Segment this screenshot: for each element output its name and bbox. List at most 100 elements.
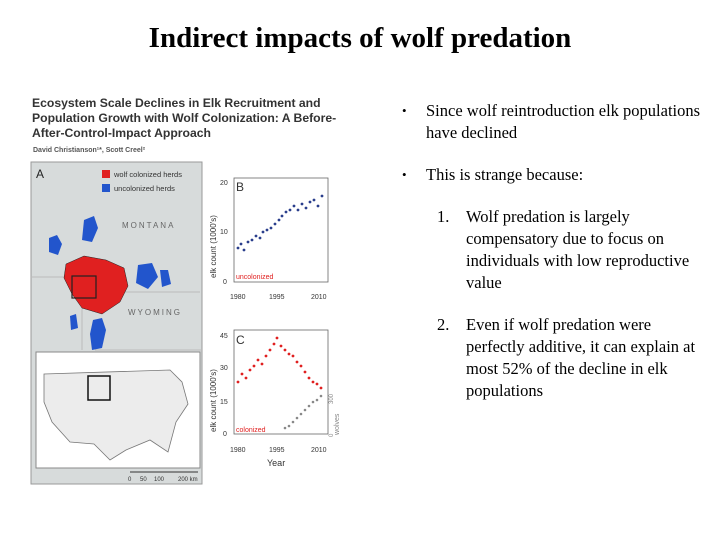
panel-b-xtick: 1980 [230, 294, 246, 301]
panel-b-series-label: uncolonized [236, 274, 273, 281]
data-point [315, 398, 319, 402]
data-point [268, 348, 272, 352]
data-point [246, 240, 250, 244]
scale-tick: 0 [128, 477, 132, 483]
inset-us-map [35, 351, 201, 469]
legend-blue-swatch [102, 184, 110, 192]
panel-b-ytick: 0 [223, 279, 227, 286]
paper-title-line: After-Control-Impact Approach [32, 126, 211, 140]
panel-c-right-label: wolves [334, 413, 341, 436]
state-label-montana: MONTANA [122, 221, 175, 230]
panel-c-xlabel: Year [267, 458, 285, 468]
data-point [244, 376, 248, 380]
data-point [284, 210, 288, 214]
panel-c-elk-points [236, 336, 323, 390]
bullet-dot: • [402, 167, 407, 182]
study-area-box [71, 275, 97, 299]
data-point [295, 360, 299, 364]
paper-title-line: Population Growth with Wolf Colonization… [32, 111, 337, 125]
bullet-dot: • [402, 103, 407, 118]
slide-title: Indirect impacts of wolf predation [148, 22, 572, 54]
item-text: Even if wolf predation were perfectly ad… [466, 315, 696, 400]
panel-c-ytick: 30 [220, 365, 228, 372]
data-point [250, 238, 254, 242]
data-point [319, 394, 323, 398]
legend-blue-label: uncolonized herds [114, 184, 175, 193]
paper-title: Ecosystem Scale Declines in Elk Recruitm… [32, 96, 362, 141]
data-point [291, 354, 295, 358]
herd-area [49, 235, 62, 255]
panel-c-right-tick: 300 [329, 393, 335, 404]
herd-area [136, 263, 158, 289]
data-point [260, 362, 264, 366]
panel-b-ytick: 10 [220, 229, 228, 236]
data-point [269, 226, 273, 230]
herd-area [82, 216, 98, 242]
data-point [239, 242, 243, 246]
herd-area [90, 318, 106, 350]
panel-a-map: A wolf colonized herds uncolonized herds… [30, 161, 203, 485]
numbered-item: 1. Wolf predation is largely compensator… [437, 206, 712, 294]
data-point [275, 336, 279, 340]
data-point [287, 424, 291, 428]
panel-c-wolf-points [283, 394, 323, 430]
panel-c-ytick: 0 [223, 431, 227, 438]
legend-red-swatch [102, 170, 110, 178]
data-point [312, 198, 316, 202]
data-point [240, 372, 244, 376]
numbered-item: 2. Even if wolf predation were perfectly… [437, 314, 712, 402]
data-point [303, 408, 307, 412]
data-point [299, 412, 303, 416]
herd-area [160, 270, 171, 287]
data-point [272, 342, 276, 346]
inset-study-box [87, 375, 111, 401]
panel-c-right-tick: 0 [329, 433, 335, 437]
panel-b-label: B [236, 180, 244, 194]
data-point [287, 352, 291, 356]
state-label-wyoming: WYOMING [128, 308, 182, 317]
data-point [311, 400, 315, 404]
panel-b-ylabel: elk count (1000's) [209, 215, 218, 278]
panel-c-ytick: 15 [220, 399, 228, 406]
panel-b-xtick: 1995 [269, 294, 285, 301]
data-point [308, 200, 312, 204]
data-point [261, 230, 265, 234]
panel-a-label: A [36, 167, 44, 181]
data-point [300, 202, 304, 206]
data-point [265, 228, 269, 232]
paper-title-line: Ecosystem Scale Declines in Elk Recruitm… [32, 96, 321, 110]
bullet-item: • This is strange because: [402, 164, 712, 186]
bullet-text: This is strange because: [426, 165, 584, 184]
panel-c-xtick: 2010 [311, 447, 327, 454]
panel-b-points [236, 194, 324, 252]
us-outline [43, 369, 189, 461]
data-point [288, 208, 292, 212]
data-point [254, 234, 258, 238]
data-point [256, 358, 260, 362]
panel-c-xtick: 1980 [230, 447, 246, 454]
data-point [316, 204, 320, 208]
panel-c-series-label: colonized [236, 427, 266, 434]
scale-bar: 0 50 100 200 km [128, 471, 198, 483]
bullet-text: Since wolf reintroduction elk population… [426, 101, 701, 142]
data-point [273, 222, 277, 226]
data-point [320, 194, 324, 198]
data-point [279, 344, 283, 348]
herd-area [70, 314, 78, 330]
data-point [283, 348, 287, 352]
data-point [252, 364, 256, 368]
item-number: 2. [437, 315, 450, 334]
uncolonized-herd-areas [49, 216, 171, 350]
data-point [307, 404, 311, 408]
data-point [242, 248, 246, 252]
bullet-list: • Since wolf reintroduction elk populati… [402, 100, 712, 422]
bullet-item: • Since wolf reintroduction elk populati… [402, 100, 712, 144]
scale-tick: 100 [154, 477, 165, 483]
data-point [307, 376, 311, 380]
legend-red-label: wolf colonized herds [113, 170, 182, 179]
data-point [292, 204, 296, 208]
data-point [283, 426, 287, 430]
panel-c-chart: C elk count (1000's) 0 15 30 45 wolves 0… [209, 329, 341, 468]
panel-b-chart: B elk count (1000's) 0 10 20 1980 1995 2… [209, 177, 329, 301]
panel-c-label: C [236, 333, 245, 347]
